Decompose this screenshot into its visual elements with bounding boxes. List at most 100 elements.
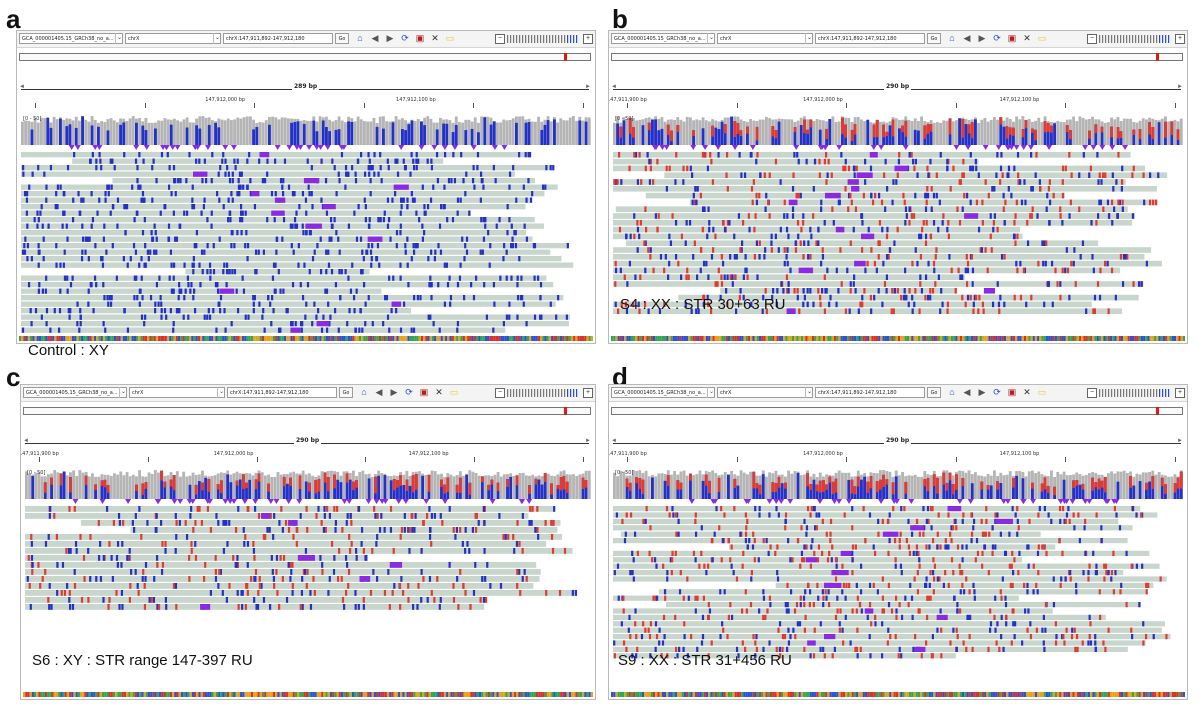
back-icon[interactable]: ◀: [375, 387, 383, 397]
reference-base: [343, 692, 346, 697]
chevron-down-icon[interactable]: ⌄: [707, 33, 715, 44]
zoom-out-button[interactable]: −: [1087, 34, 1097, 44]
mismatch-base: [549, 301, 552, 307]
roi-icon[interactable]: ▣: [1007, 387, 1017, 397]
roi-icon[interactable]: ▣: [419, 387, 429, 397]
comment-icon[interactable]: ▭: [1037, 387, 1047, 397]
back-icon[interactable]: ◀: [963, 387, 971, 397]
go-button[interactable]: Go: [927, 33, 941, 44]
back-icon[interactable]: ◀: [371, 33, 379, 43]
mismatch-base: [516, 569, 519, 575]
locus-input[interactable]: chrX:147,911,892-147,912,180: [815, 387, 925, 398]
coverage-track[interactable]: [25, 469, 591, 499]
chevron-down-icon[interactable]: ⌄: [115, 33, 123, 44]
chromosome-ideogram[interactable]: [611, 53, 1183, 61]
refresh-icon[interactable]: ⟳: [993, 33, 1001, 43]
go-button[interactable]: Go: [339, 387, 353, 398]
genome-select[interactable]: GCA_000001405.15_GRCh38_no_a...: [19, 33, 123, 44]
go-button[interactable]: Go: [335, 33, 349, 44]
coverage-mismatch-bar: [333, 474, 336, 489]
chevron-down-icon[interactable]: ⌄: [805, 387, 813, 398]
chromosome-select[interactable]: chrX: [717, 33, 813, 44]
locus-input[interactable]: chrX:147,911,892-147,912,180: [227, 387, 337, 398]
locus-input[interactable]: chrX:147,911,892-147,912,180: [223, 33, 333, 44]
zoom-in-button[interactable]: +: [583, 388, 593, 398]
reference-base: [447, 336, 450, 341]
reference-base: [314, 336, 318, 341]
reference-base: [303, 336, 306, 341]
go-button[interactable]: Go: [927, 387, 941, 398]
mismatch-base: [415, 152, 418, 158]
alignment-reads[interactable]: [613, 506, 1183, 666]
alignment-reads[interactable]: [25, 506, 591, 616]
mismatch-base: [416, 243, 419, 249]
coverage-track[interactable]: [613, 115, 1183, 145]
mismatch-base: [1117, 199, 1120, 206]
genome-select[interactable]: GCA_000001405.15_GRCh38_no_a...: [23, 387, 127, 398]
mismatch-base: [266, 217, 269, 223]
comment-icon[interactable]: ▭: [1037, 33, 1047, 43]
close-icon[interactable]: ✕: [1023, 387, 1031, 397]
home-icon[interactable]: ⌂: [949, 387, 955, 397]
chevron-down-icon[interactable]: ⌄: [805, 33, 813, 44]
comment-icon[interactable]: ▭: [445, 33, 455, 43]
reference-base: [184, 336, 187, 341]
coverage-mismatch-bar: [345, 473, 349, 483]
chromosome-ideogram[interactable]: [19, 53, 591, 61]
home-icon[interactable]: ⌂: [949, 33, 955, 43]
mismatch-base: [95, 165, 98, 171]
chromosome-select[interactable]: chrX: [125, 33, 221, 44]
refresh-icon[interactable]: ⟳: [401, 33, 409, 43]
reference-base: [336, 692, 339, 697]
zoom-slider[interactable]: [507, 35, 581, 43]
zoom-in-button[interactable]: +: [1175, 34, 1185, 44]
mismatch-base: [631, 550, 634, 556]
reference-base: [467, 336, 470, 341]
comment-icon[interactable]: ▭: [449, 387, 459, 397]
refresh-icon[interactable]: ⟳: [405, 387, 413, 397]
reference-base: [121, 692, 124, 697]
zoom-out-button[interactable]: −: [495, 388, 505, 398]
zoom-tick: [1132, 389, 1134, 397]
reference-base: [224, 336, 227, 341]
zoom-in-button[interactable]: +: [583, 34, 593, 44]
forward-icon[interactable]: ▶: [390, 387, 398, 397]
mismatch-base: [1019, 179, 1022, 185]
home-icon[interactable]: ⌂: [357, 33, 363, 43]
genome-select[interactable]: GCA_000001405.15_GRCh38_no_a...: [611, 33, 715, 44]
alignment-reads[interactable]: [21, 152, 591, 344]
close-icon[interactable]: ✕: [435, 387, 443, 397]
zoom-slider[interactable]: [1099, 389, 1173, 397]
close-icon[interactable]: ✕: [431, 33, 439, 43]
mismatch-base: [228, 583, 231, 589]
back-icon[interactable]: ◀: [963, 33, 971, 43]
chevron-down-icon[interactable]: ⌄: [217, 387, 225, 398]
zoom-out-button[interactable]: −: [495, 34, 505, 44]
zoom-out-button[interactable]: −: [1087, 388, 1097, 398]
chromosome-ideogram[interactable]: [23, 407, 591, 415]
refresh-icon[interactable]: ⟳: [993, 387, 1001, 397]
roi-icon[interactable]: ▣: [1007, 33, 1017, 43]
forward-icon[interactable]: ▶: [978, 33, 986, 43]
coverage-track[interactable]: [21, 115, 591, 145]
coverage-track[interactable]: [613, 469, 1183, 499]
close-icon[interactable]: ✕: [1023, 33, 1031, 43]
forward-icon[interactable]: ▶: [386, 33, 394, 43]
chevron-down-icon[interactable]: ⌄: [707, 387, 715, 398]
chromosome-select[interactable]: chrX: [717, 387, 813, 398]
zoom-slider[interactable]: [1099, 35, 1173, 43]
alignment-reads[interactable]: [613, 152, 1183, 324]
chevron-down-icon[interactable]: ⌄: [119, 387, 127, 398]
roi-icon[interactable]: ▣: [415, 33, 425, 43]
forward-icon[interactable]: ▶: [978, 387, 986, 397]
locus-input[interactable]: chrX:147,911,892-147,912,180: [815, 33, 925, 44]
mismatch-base: [26, 256, 29, 262]
chromosome-ideogram[interactable]: [611, 407, 1183, 415]
zoom-slider[interactable]: [507, 389, 581, 397]
chromosome-select[interactable]: chrX: [129, 387, 225, 398]
zoom-in-button[interactable]: +: [1175, 388, 1185, 398]
genome-select[interactable]: GCA_000001405.15_GRCh38_no_a...: [611, 387, 715, 398]
mismatch-base: [696, 274, 699, 280]
home-icon[interactable]: ⌂: [361, 387, 367, 397]
chevron-down-icon[interactable]: ⌄: [213, 33, 221, 44]
